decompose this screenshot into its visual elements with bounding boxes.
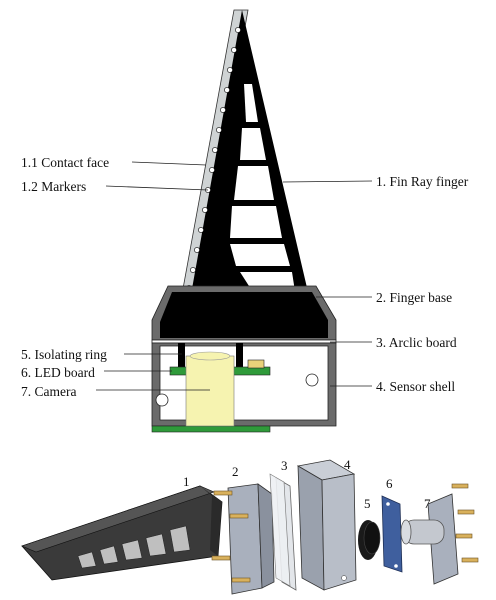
fin-ray-window [244,84,258,122]
label-contact-face: 1.1 Contact face [21,155,109,170]
exploded-sensor-shell [296,459,357,591]
camera-lens-front [400,519,412,545]
callout-labels: 1.1 Contact face 1.2 Markers 1. Fin Ray … [21,155,469,399]
camera-body [185,355,235,427]
exploded-part-numbers: 1 2 3 4 5 6 7 [183,457,431,511]
label-arclic-board: 3. Arclic board [376,335,457,350]
camera-lens [189,351,231,361]
base-plate-front [227,483,263,595]
label-sensor-shell: 4. Sensor shell [376,379,455,394]
exploded-finger-base [211,483,275,595]
base-screws [211,490,251,583]
label-fin-ray-finger: 1. Fin Ray finger [376,174,469,189]
sensor-section-view [151,9,337,433]
pcb-hole [386,502,390,506]
marker-dot [209,167,215,173]
part-number-6: 6 [386,476,393,491]
marker-dot [216,127,222,133]
bottom-board [151,425,271,433]
marker-dot [231,47,237,53]
shell-hole-left [155,393,169,407]
screw [451,483,469,489]
fin-ray-window [234,166,274,200]
fin-ray-rib [230,200,274,206]
exploded-led-board [381,495,403,573]
leader-contact-face [131,161,207,166]
screw [211,555,231,561]
screw [229,513,249,519]
marker-dot [235,27,241,33]
camera-screws [451,483,479,563]
led-chip [247,359,265,369]
screw [213,490,233,496]
shell-hole-right [305,373,319,387]
arclic-board [151,339,337,344]
finger-slot [77,551,97,569]
exploded-finger-side [21,485,223,581]
isolating-ring-left [178,343,185,367]
exploded-acrylic-board [269,473,297,591]
part-number-2: 2 [232,464,239,479]
exploded-view: 1 2 3 4 5 6 7 [21,457,479,595]
marker-dot [227,67,233,73]
screw [461,557,479,563]
finger-slot [169,525,191,553]
marker-dots [183,27,241,307]
part-number-4: 4 [344,457,351,472]
part-number-3: 3 [281,458,288,473]
finger-slot [121,539,143,561]
marker-dot [212,147,218,153]
part-number-7: 7 [424,496,431,511]
finger-slot [145,533,167,557]
part-number-1: 1 [183,474,190,489]
leader-lines [96,161,373,391]
isolating-ring-right [236,343,243,367]
led-pcb [381,495,403,573]
label-led-board: 6. LED board [21,365,95,380]
fin-ray-ribs [230,122,292,272]
label-isolating-ring: 5. Isolating ring [21,347,107,362]
fin-ray-rib [240,122,262,128]
marker-dot [220,107,226,113]
shell-box-side [321,473,357,591]
leader-markers [105,185,209,191]
label-finger-base: 2. Finger base [376,290,452,305]
label-camera: 7. Camera [21,384,76,399]
leader-fin-ray-finger [282,180,373,183]
acrylic-plate-face [269,473,291,587]
screw [231,577,251,583]
fin-ray-window [240,128,266,160]
exploded-isolating-ring [358,520,381,560]
marker-dot [194,247,200,253]
fin-ray-window [230,206,282,238]
screw [455,533,473,539]
shell-box-front [297,465,325,591]
marker-dot [224,87,230,93]
exploded-finger [21,485,223,581]
marker-dot [190,267,196,273]
finger-base-inner [160,292,328,338]
ring-face [363,521,381,555]
fin-ray-window [230,244,290,266]
exploded-finger-end [200,486,222,556]
part-number-5: 5 [364,496,371,511]
finger-slot [99,545,119,565]
exploded-finger-slots [77,525,191,569]
base-plate-side [257,483,275,589]
label-markers: 1.2 Markers [21,179,86,194]
screw [457,509,475,515]
fin-ray-rib [236,266,292,272]
marker-dot [198,227,204,233]
fin-ray-rib [230,238,284,244]
exploded-camera [400,483,479,585]
marker-dot [202,207,208,213]
shell-box-hole [341,575,347,581]
fin-ray-rib [236,160,268,166]
pcb-hole [394,564,398,568]
fin-ray-windows [230,84,296,300]
